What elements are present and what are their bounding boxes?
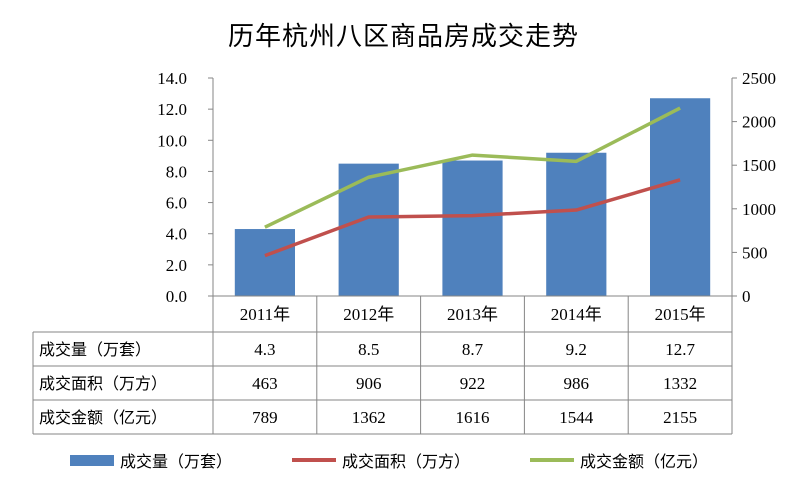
y-left-tick-label: 8.0 bbox=[166, 162, 187, 181]
x-category-label: 2014年 bbox=[551, 305, 602, 324]
bar bbox=[234, 229, 296, 296]
table-cell: 2155 bbox=[663, 408, 697, 427]
legend-item-amount: 成交金额（亿元） bbox=[530, 448, 708, 472]
legend-label-area: 成交面积（万方） bbox=[342, 452, 471, 471]
table-cell: 1362 bbox=[352, 408, 386, 427]
table-row-label: 成交面积（万方） bbox=[39, 374, 167, 393]
x-category-label: 2015年 bbox=[655, 305, 706, 324]
table-cell: 9.2 bbox=[566, 340, 587, 359]
axes-group: 0.0 2.0 4.0 6.0 8.0 10.0 12.0 14.0 0 500 1000 1500 2… bbox=[157, 69, 776, 306]
x-category-label: 2011年 bbox=[240, 305, 290, 324]
y-right-tick-label: 500 bbox=[742, 243, 768, 262]
y-right-tick-label: 2000 bbox=[742, 113, 776, 132]
y-left-tick-label: 6.0 bbox=[166, 194, 187, 213]
y-left-tick-label: 0.0 bbox=[166, 287, 187, 306]
x-category-label: 2013年 bbox=[447, 305, 498, 324]
y-right-tick-label: 0 bbox=[742, 287, 751, 306]
table-row-label: 成交量（万套） bbox=[39, 340, 151, 359]
table-cell: 789 bbox=[252, 408, 278, 427]
table-cell: 8.5 bbox=[358, 340, 379, 359]
chart-title: 历年杭州八区商品房成交走势 bbox=[227, 22, 579, 52]
y-left-tick-label: 10.0 bbox=[157, 131, 187, 150]
legend-swatch-area bbox=[292, 458, 336, 462]
table-cell: 463 bbox=[252, 374, 278, 393]
line-series-2 bbox=[264, 106, 681, 229]
line-series-1 bbox=[264, 178, 681, 258]
table-cell: 4.3 bbox=[254, 340, 275, 359]
bar bbox=[546, 152, 607, 296]
table-cell: 922 bbox=[460, 374, 486, 393]
table-cell: 8.7 bbox=[462, 340, 484, 359]
table-cell: 1544 bbox=[559, 408, 594, 427]
bar-series-group bbox=[234, 98, 711, 296]
y-left-tick-label: 14.0 bbox=[157, 69, 187, 88]
line-series-group bbox=[264, 106, 681, 258]
y-left-tick-label: 2.0 bbox=[166, 256, 187, 275]
table-cell: 906 bbox=[356, 374, 382, 393]
legend-item-volume: 成交量（万套） bbox=[70, 448, 232, 472]
legend: 成交量（万套） 成交面积（万方） 成交金额（亿元） bbox=[0, 448, 807, 474]
y-right-tick-label: 1500 bbox=[742, 156, 776, 175]
y-right-tick-label: 1000 bbox=[742, 200, 776, 219]
bar bbox=[338, 163, 399, 296]
legend-swatch-volume bbox=[70, 454, 114, 466]
legend-swatch-amount bbox=[530, 458, 574, 462]
bar bbox=[442, 160, 503, 296]
legend-label-amount: 成交金额（亿元） bbox=[580, 452, 709, 471]
bar bbox=[649, 98, 711, 296]
x-category-label: 2012年 bbox=[343, 305, 394, 324]
table-cell: 1616 bbox=[456, 408, 490, 427]
y-left-tick-label: 4.0 bbox=[166, 225, 187, 244]
legend-label-volume: 成交量（万套） bbox=[120, 452, 233, 471]
table-row-label: 成交金额（亿元） bbox=[39, 408, 167, 427]
y-left-tick-label: 12.0 bbox=[157, 100, 187, 119]
table-cell: 12.7 bbox=[665, 340, 695, 359]
table-cell: 986 bbox=[564, 374, 590, 393]
y-right-tick-label: 2500 bbox=[742, 69, 776, 88]
legend-item-area: 成交面积（万方） bbox=[292, 448, 470, 472]
table-cell: 1332 bbox=[663, 374, 697, 393]
